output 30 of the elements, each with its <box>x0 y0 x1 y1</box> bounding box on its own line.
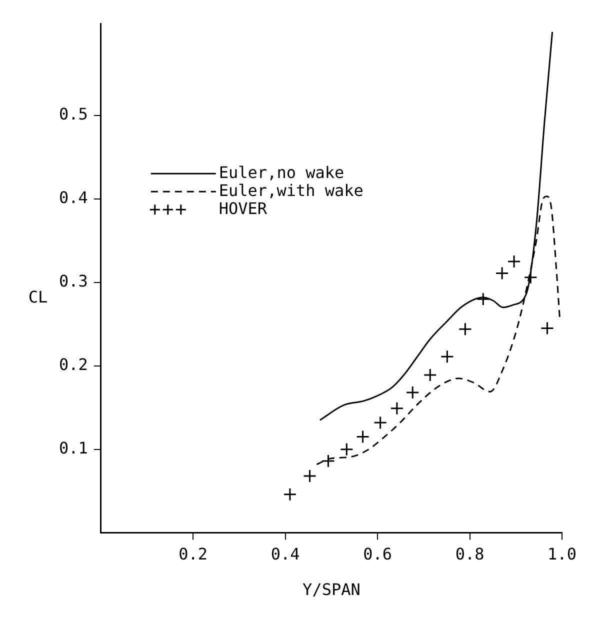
x-tick-label: 0.2 <box>178 544 208 564</box>
point <box>340 442 354 456</box>
x-axis-title: Y/SPAN <box>302 580 360 599</box>
x-tick-label: 1.0 <box>548 544 576 564</box>
point <box>283 488 297 502</box>
point <box>440 350 454 364</box>
point <box>476 292 490 306</box>
y-tick-label: 0.5 <box>58 104 88 124</box>
legend-label: Euler,with wake <box>218 180 364 200</box>
legend-label: HOVER <box>218 198 268 218</box>
point <box>495 266 509 280</box>
y-tick-label: 0.3 <box>58 272 88 291</box>
x-tick-label: 0.6 <box>363 544 392 564</box>
point <box>303 469 317 483</box>
y-tick-label: 0.4 <box>58 188 88 208</box>
point <box>374 416 388 430</box>
y-tick-label: 0.2 <box>58 355 88 374</box>
x-tick-label: 0.8 <box>455 544 484 564</box>
point <box>356 430 370 444</box>
point <box>458 322 472 336</box>
point <box>423 368 437 382</box>
point <box>540 322 554 336</box>
point <box>390 402 404 416</box>
point <box>321 454 335 468</box>
point <box>406 386 420 400</box>
legend-label: Euler,no wake <box>218 162 344 182</box>
point <box>507 254 521 268</box>
y-axis-title: CL <box>28 287 48 306</box>
y-tick-label: 0.1 <box>58 438 88 458</box>
x-tick-label: 0.4 <box>270 544 300 564</box>
